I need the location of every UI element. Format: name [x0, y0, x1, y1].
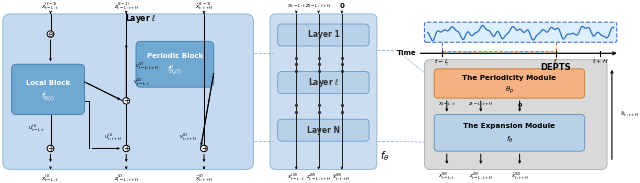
- Circle shape: [123, 145, 130, 152]
- Text: $t+H$: $t+H$: [592, 57, 609, 65]
- FancyBboxPatch shape: [278, 72, 369, 94]
- Text: $\hat{x}^{(\ell)}_{t:t+H}$: $\hat{x}^{(\ell)}_{t:t+H}$: [195, 172, 213, 183]
- FancyBboxPatch shape: [434, 115, 585, 151]
- Text: $t$: $t$: [553, 57, 558, 65]
- Text: DEPTS: DEPTS: [541, 63, 572, 72]
- Text: $v^{(\ell)}_{t:t+H}$: $v^{(\ell)}_{t:t+H}$: [179, 132, 197, 143]
- FancyBboxPatch shape: [136, 41, 214, 87]
- Text: $\ominus$: $\ominus$: [47, 30, 54, 39]
- Text: Periodic Block: Periodic Block: [147, 53, 203, 59]
- FancyBboxPatch shape: [424, 22, 617, 42]
- Circle shape: [123, 98, 130, 104]
- Circle shape: [47, 145, 54, 152]
- Text: $\hat{x}^{(N)}_{t:t+H}$: $\hat{x}^{(N)}_{t:t+H}$: [511, 171, 529, 182]
- FancyBboxPatch shape: [3, 14, 253, 169]
- Text: Time: Time: [397, 50, 417, 56]
- Text: +: +: [201, 144, 207, 153]
- Text: The Periodicity Module: The Periodicity Module: [463, 75, 556, 81]
- Text: The Expansion Module: The Expansion Module: [463, 123, 556, 129]
- Text: $z^{(\ell)}_{t-L:t+H}$: $z^{(\ell)}_{t-L:t+H}$: [114, 172, 139, 183]
- Text: $z^{(N)}_{t-L:t+H}$: $z^{(N)}_{t-L:t+H}$: [306, 172, 331, 183]
- Text: +: +: [123, 96, 129, 105]
- Text: $\theta_p$: $\theta_p$: [505, 84, 514, 96]
- Text: $x^{(\ell)}_{t-L:t}$: $x^{(\ell)}_{t-L:t}$: [42, 172, 60, 183]
- Text: $f^p_{\theta_p(\ell)}$: $f^p_{\theta_p(\ell)}$: [167, 64, 182, 79]
- Text: $x^{(N)}_{t-L:t}$: $x^{(N)}_{t-L:t}$: [438, 171, 456, 182]
- Text: Layer 1: Layer 1: [308, 31, 339, 40]
- Text: $x^{(N)}_{t-L:t}$: $x^{(N)}_{t-L:t}$: [287, 172, 305, 183]
- Text: $z_{t-L:t+H}$: $z_{t-L:t+H}$: [468, 101, 493, 109]
- Text: $u^{(\ell)}_{t:t+H}$: $u^{(\ell)}_{t:t+H}$: [104, 132, 122, 143]
- Text: $\hat{x}_{t:t+H}$: $\hat{x}_{t:t+H}$: [620, 110, 639, 119]
- Text: $t-L$: $t-L$: [435, 57, 449, 65]
- Text: $v^{(\ell)}_{t-L:t}$: $v^{(\ell)}_{t-L:t}$: [133, 77, 150, 88]
- Text: Layer $\ell$: Layer $\ell$: [125, 12, 156, 25]
- FancyBboxPatch shape: [434, 69, 585, 98]
- Text: $v^{(\ell)}_{t-L:t+H}$: $v^{(\ell)}_{t-L:t+H}$: [136, 60, 160, 72]
- FancyBboxPatch shape: [424, 60, 607, 169]
- FancyBboxPatch shape: [270, 14, 377, 169]
- Text: $x_{t-L:t}$: $x_{t-L:t}$: [438, 101, 456, 109]
- Circle shape: [47, 31, 54, 37]
- Text: $\hat{x}^{(N)}_{t:t+H}$: $\hat{x}^{(N)}_{t:t+H}$: [333, 172, 351, 183]
- Text: $z_{t-L:t+H}$: $z_{t-L:t+H}$: [305, 2, 332, 10]
- FancyBboxPatch shape: [12, 64, 84, 115]
- Text: $f_\theta$: $f_\theta$: [380, 149, 389, 163]
- Text: $z^{(\ell-1)}_{t-L:t+H}$: $z^{(\ell-1)}_{t-L:t+H}$: [114, 0, 139, 12]
- Text: $z^{(N)}_{t-L:t+H}$: $z^{(N)}_{t-L:t+H}$: [468, 171, 493, 182]
- Text: $\hat{x}^{(\ell-1)}_{t:t+H}$: $\hat{x}^{(\ell-1)}_{t:t+H}$: [195, 0, 213, 12]
- Text: $f^l_{\theta_l(\ell)}$: $f^l_{\theta_l(\ell)}$: [41, 90, 55, 104]
- Text: Local Block: Local Block: [26, 80, 70, 86]
- Text: +: +: [47, 144, 54, 153]
- Text: $\mathbf{0}$: $\mathbf{0}$: [516, 100, 523, 109]
- Text: Layer N: Layer N: [307, 126, 340, 135]
- Text: $u^{(\ell)}_{t-L:t}$: $u^{(\ell)}_{t-L:t}$: [28, 123, 45, 134]
- FancyBboxPatch shape: [278, 24, 369, 46]
- Text: $\mathbf{0}$: $\mathbf{0}$: [339, 1, 345, 10]
- Circle shape: [200, 145, 207, 152]
- FancyBboxPatch shape: [278, 119, 369, 141]
- Text: $x^{(\ell-1)}_{t-L:t}$: $x^{(\ell-1)}_{t-L:t}$: [42, 0, 60, 12]
- Text: +: +: [123, 144, 129, 153]
- Text: $x_{t-L:t}$: $x_{t-L:t}$: [287, 2, 306, 10]
- Text: Layer $\ell$: Layer $\ell$: [308, 76, 339, 89]
- Text: $f_\theta$: $f_\theta$: [506, 135, 513, 145]
